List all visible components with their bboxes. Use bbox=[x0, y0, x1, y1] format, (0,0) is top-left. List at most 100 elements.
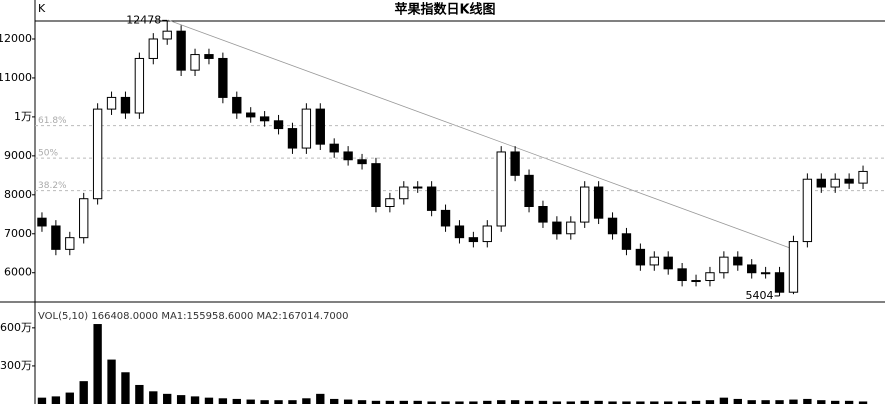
low-annotation: 5404 bbox=[746, 289, 774, 302]
volume-bar bbox=[302, 398, 311, 404]
candle-body bbox=[816, 178, 826, 188]
candle-body bbox=[106, 96, 117, 110]
volume-bar bbox=[510, 400, 520, 404]
candle-body bbox=[663, 256, 673, 270]
volume-bar bbox=[204, 397, 214, 404]
volume-bar bbox=[789, 399, 798, 404]
volume-tick-label: 600万 bbox=[0, 321, 32, 334]
volume-bar bbox=[176, 395, 186, 404]
y-tick-label: 12000 bbox=[0, 32, 32, 45]
fib-label: 38.2% bbox=[38, 181, 67, 191]
volume-bar bbox=[636, 401, 645, 404]
candle-body bbox=[538, 206, 548, 223]
volume-bar bbox=[93, 324, 102, 404]
volume-bar bbox=[538, 400, 548, 404]
volume-bar bbox=[218, 398, 228, 404]
volume-bar bbox=[747, 400, 756, 404]
high-annotation: 12478 bbox=[126, 13, 161, 26]
volume-bar bbox=[427, 401, 436, 404]
volume-bar bbox=[107, 359, 116, 404]
chart-title: 苹果指数日K线图 bbox=[394, 2, 495, 18]
volume-bar bbox=[803, 398, 812, 404]
y-tick-label: 6000 bbox=[4, 266, 32, 279]
candle-body bbox=[148, 38, 158, 59]
candle-body bbox=[204, 54, 214, 59]
volume-bar bbox=[190, 396, 200, 404]
candle-body bbox=[482, 225, 492, 243]
volume-bar bbox=[260, 400, 269, 404]
candle-body bbox=[343, 151, 353, 161]
candle-body bbox=[454, 225, 465, 239]
y-tick-label: 1万 bbox=[14, 110, 32, 123]
candle-body bbox=[496, 151, 506, 227]
candle-body bbox=[440, 209, 451, 227]
candle-body bbox=[635, 248, 646, 266]
candle-body bbox=[858, 170, 868, 184]
volume-bar bbox=[371, 400, 381, 404]
candle-body bbox=[385, 198, 395, 207]
volume-bar bbox=[705, 400, 715, 404]
candle-body bbox=[176, 30, 186, 71]
candle-body bbox=[287, 128, 298, 149]
candle-body bbox=[580, 186, 590, 223]
volume-bar bbox=[817, 400, 826, 404]
volume-bar bbox=[497, 400, 506, 404]
candle-body bbox=[357, 159, 367, 165]
candle-body bbox=[79, 198, 89, 239]
volume-bar bbox=[316, 393, 325, 404]
candle-body bbox=[190, 54, 200, 71]
volume-bar bbox=[65, 392, 74, 404]
candle-body bbox=[691, 280, 701, 283]
candle-body bbox=[273, 120, 284, 130]
y-tick-label: 8000 bbox=[4, 188, 32, 201]
candle-body bbox=[371, 163, 381, 207]
candle-body bbox=[788, 241, 799, 293]
candle-body bbox=[830, 178, 840, 188]
volume-bar bbox=[469, 401, 478, 404]
volume-bar bbox=[844, 400, 854, 404]
candle-body bbox=[510, 151, 520, 176]
candle-body bbox=[621, 233, 632, 250]
volume-bar bbox=[149, 391, 158, 404]
candle-body bbox=[844, 178, 854, 184]
candle-body bbox=[705, 272, 715, 282]
candle-body bbox=[37, 217, 47, 227]
volume-bar bbox=[455, 401, 464, 404]
candle-body bbox=[232, 96, 242, 114]
candle-body bbox=[315, 108, 325, 145]
candle-body bbox=[65, 237, 75, 250]
candle-body bbox=[593, 186, 604, 219]
candle-body bbox=[733, 256, 743, 266]
volume-bar bbox=[677, 401, 687, 404]
volume-bar bbox=[79, 381, 88, 404]
volume-bar bbox=[608, 401, 617, 404]
candle-body bbox=[259, 116, 270, 122]
volume-bar bbox=[413, 400, 422, 404]
volume-bar bbox=[831, 400, 840, 404]
volume-bar bbox=[330, 398, 339, 404]
candle-body bbox=[747, 264, 757, 274]
candle-body bbox=[413, 186, 423, 189]
y-tick-label: 7000 bbox=[4, 227, 32, 240]
candle-body bbox=[524, 174, 534, 207]
volume-bar bbox=[552, 401, 562, 404]
candle-body bbox=[134, 57, 145, 114]
candle-body bbox=[120, 96, 131, 114]
volume-bar bbox=[622, 401, 631, 404]
volume-bar bbox=[274, 400, 283, 404]
volume-bar bbox=[343, 399, 353, 404]
candle-body bbox=[677, 268, 687, 282]
volume-bar bbox=[163, 393, 172, 404]
candle-body bbox=[329, 143, 339, 153]
volume-bar bbox=[650, 401, 659, 404]
candle-body bbox=[607, 217, 618, 235]
volume-tick-label: 300万 bbox=[0, 359, 32, 372]
candle-body bbox=[719, 256, 729, 274]
volume-bar bbox=[232, 398, 241, 404]
volume-bar bbox=[691, 400, 701, 404]
volume-bar bbox=[483, 400, 492, 404]
volume-bar bbox=[719, 397, 729, 404]
volume-bar bbox=[733, 398, 742, 404]
candle-body bbox=[426, 186, 437, 211]
